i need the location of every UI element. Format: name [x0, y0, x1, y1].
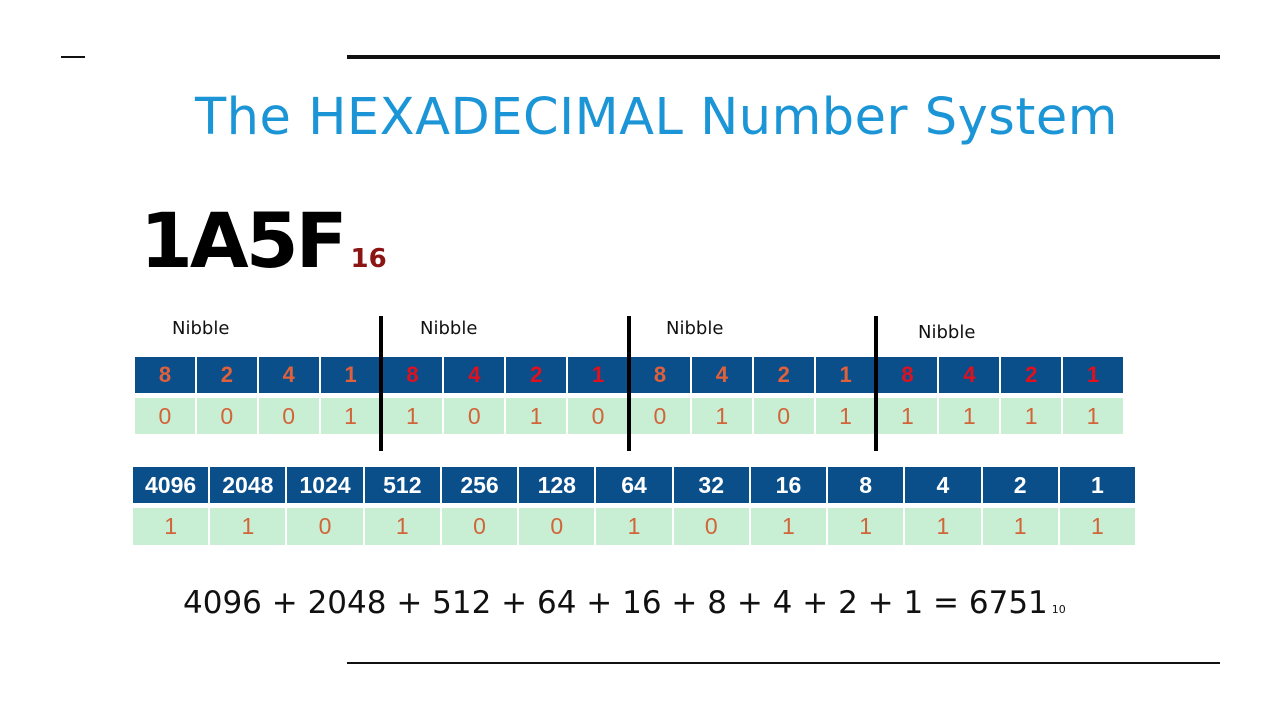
place-value-cell: 2 — [982, 467, 1058, 503]
nibble-weight-cell: 1 — [815, 357, 876, 393]
binary-bit-cell: 1 — [133, 508, 209, 545]
decimal-base-subscript: 10 — [1051, 603, 1066, 616]
nibble-divider — [874, 316, 878, 451]
hex-digits: 1A5F — [140, 196, 347, 285]
nibble-weight-cell: 4 — [939, 357, 1000, 393]
sum-equation: 4096 + 2048 + 512 + 64 + 16 + 8 + 4 + 2 … — [183, 585, 1066, 621]
nibble-bit-cell: 0 — [135, 398, 195, 434]
place-value-cell: 8 — [828, 467, 904, 503]
nibble-bit-cell: 1 — [877, 398, 938, 434]
hex-base-subscript: 16 — [350, 244, 387, 274]
binary-bit-cell: 1 — [750, 508, 827, 545]
nibble-weight-cell: 8 — [382, 357, 443, 393]
binary-bit-cell: 1 — [364, 508, 440, 545]
binary-bit-cell: 1 — [210, 508, 286, 545]
nibble-bit-cell: 0 — [444, 398, 505, 434]
nibble-bit-cell: 1 — [939, 398, 1000, 434]
place-value-cell: 64 — [596, 467, 672, 503]
place-value-cell: 1024 — [287, 467, 363, 503]
nibble-label-4: Nibble — [918, 322, 976, 343]
place-value-cell: 2048 — [210, 467, 286, 503]
place-value-cell: 128 — [519, 467, 595, 503]
place-value-cell: 4 — [905, 467, 981, 503]
nibble-bit-cell: 0 — [258, 398, 319, 434]
nibble-weight-cell: 4 — [258, 357, 319, 393]
place-value-cell: 256 — [441, 467, 518, 503]
hex-number: 1A5F 16 — [140, 196, 387, 285]
nibble-label-1: Nibble — [172, 318, 230, 339]
nibble-bit-cell: 0 — [196, 398, 257, 434]
nibble-weight-cell: 1 — [1063, 357, 1123, 393]
positional-weight-table: 4096 2048 1024 512 256 128 64 32 16 8 4 … — [133, 467, 1135, 545]
nibble-weight-table: 8 2 4 1 8 4 2 1 8 4 2 1 8 4 2 1 0 0 0 1 … — [135, 357, 1123, 434]
binary-bit-cell: 0 — [441, 508, 518, 545]
nibble-bit-cell: 1 — [691, 398, 752, 434]
nibble-bit-cell: 0 — [753, 398, 814, 434]
equation-text: 4096 + 2048 + 512 + 64 + 16 + 8 + 4 + 2 … — [183, 585, 1048, 621]
nibble-bit-cell: 1 — [506, 398, 567, 434]
nibble-weight-cell: 2 — [753, 357, 814, 393]
binary-bit-cell: 1 — [1059, 508, 1135, 545]
nibble-weight-cell: 2 — [196, 357, 257, 393]
nibble-bit-cell: 1 — [320, 398, 381, 434]
binary-bit-cell: 1 — [596, 508, 672, 545]
nibble-bit-cell: 1 — [382, 398, 443, 434]
decorative-dash — [61, 56, 85, 58]
place-value-cell: 512 — [364, 467, 440, 503]
nibble-divider — [379, 316, 383, 451]
nibble-divider — [627, 316, 631, 451]
nibble-weight-cell: 2 — [506, 357, 567, 393]
bottom-divider-line — [347, 662, 1220, 664]
nibble-weight-cell: 1 — [320, 357, 381, 393]
top-divider-line — [347, 55, 1220, 59]
nibble-weight-cell: 8 — [877, 357, 938, 393]
place-value-cell: 1 — [1059, 467, 1135, 503]
nibble-weight-cell: 2 — [1001, 357, 1062, 393]
nibble-label-3: Nibble — [666, 318, 724, 339]
binary-bit-cell: 1 — [828, 508, 904, 545]
nibble-weight-cell: 1 — [568, 357, 628, 393]
binary-bit-cell: 1 — [905, 508, 981, 545]
place-value-cell: 4096 — [133, 467, 209, 503]
place-value-cell: 16 — [750, 467, 827, 503]
nibble-bit-cell: 1 — [1001, 398, 1062, 434]
binary-bit-cell: 0 — [673, 508, 749, 545]
nibble-label-2: Nibble — [420, 318, 478, 339]
slide-title: The HEXADECIMAL Number System — [195, 88, 1118, 147]
binary-bit-cell: 1 — [982, 508, 1058, 545]
nibble-bit-cell: 1 — [815, 398, 876, 434]
nibble-weight-cell: 4 — [691, 357, 752, 393]
place-value-cell: 32 — [673, 467, 749, 503]
nibble-weight-cell: 8 — [135, 357, 195, 393]
nibble-weight-cell: 4 — [444, 357, 505, 393]
binary-bit-cell: 0 — [287, 508, 363, 545]
nibble-weight-cell: 8 — [630, 357, 690, 393]
nibble-bit-cell: 0 — [568, 398, 628, 434]
binary-bit-cell: 0 — [519, 508, 595, 545]
nibble-bit-cell: 0 — [630, 398, 690, 434]
nibble-bit-cell: 1 — [1063, 398, 1123, 434]
